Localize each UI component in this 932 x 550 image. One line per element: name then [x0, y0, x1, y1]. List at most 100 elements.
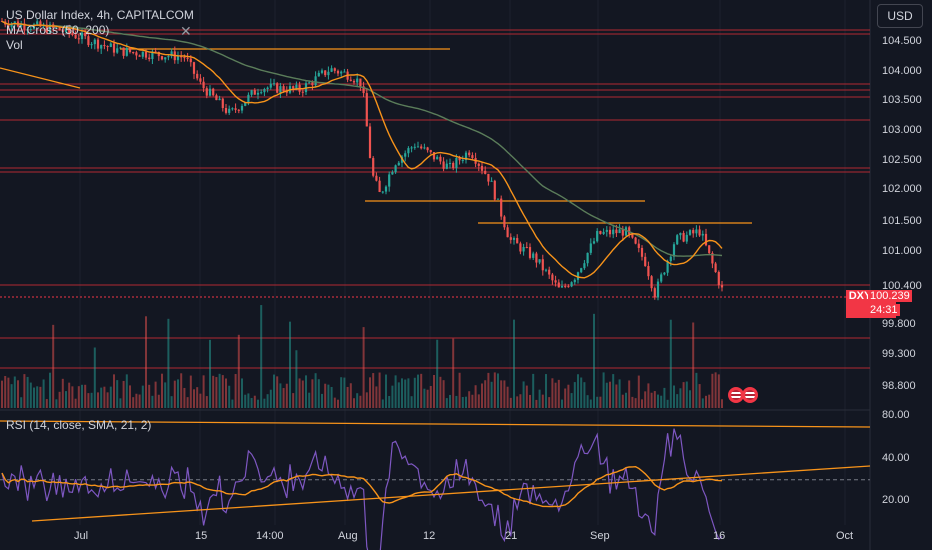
volume-bar — [589, 399, 592, 408]
volume-bar — [583, 382, 586, 408]
candle-body — [164, 57, 167, 60]
candle-body — [692, 230, 695, 234]
candle-body — [186, 57, 189, 59]
volume-bar — [458, 372, 461, 408]
volume-bar — [340, 377, 343, 408]
volume-bar — [289, 321, 291, 408]
candle-body — [116, 48, 119, 53]
candle-body — [493, 180, 496, 200]
candle-body — [471, 155, 474, 159]
candle-body — [615, 229, 618, 234]
volume-bar — [477, 394, 480, 408]
us-flag-icon[interactable] — [742, 387, 758, 403]
volume-bar — [634, 398, 637, 408]
candle-body — [157, 51, 160, 57]
volume-bar — [535, 399, 538, 408]
candle-body — [704, 233, 708, 246]
candle-body — [592, 241, 596, 244]
candle-body — [324, 70, 327, 76]
candle-body — [333, 68, 336, 71]
candle-body — [384, 186, 388, 192]
volume-bar — [433, 374, 435, 408]
candle-body — [215, 95, 218, 101]
candle-body — [106, 46, 109, 48]
volume-bar — [164, 382, 167, 408]
candle-body — [311, 82, 314, 86]
candle-body — [247, 94, 250, 103]
candle-body — [708, 245, 711, 254]
candle-body — [445, 163, 448, 169]
volume-bar — [151, 395, 154, 408]
volume-bar — [385, 374, 387, 408]
volume-bar — [337, 399, 339, 408]
candle-body — [663, 272, 666, 275]
candle-body — [109, 43, 112, 47]
volume-bar — [61, 378, 64, 408]
volume-bar — [461, 396, 464, 408]
volume-bar — [631, 396, 634, 408]
volume-bar — [612, 374, 615, 408]
candle-body — [586, 252, 589, 264]
candle-body — [199, 78, 202, 82]
volume-bar — [285, 383, 288, 408]
volume-bar — [666, 399, 669, 408]
volume-bar — [554, 382, 557, 408]
candle-body — [420, 146, 423, 149]
candle-body — [352, 80, 356, 83]
volume-bar — [103, 386, 106, 408]
candle-body — [141, 51, 144, 57]
volume-bar — [442, 380, 445, 408]
candle-body — [231, 108, 234, 110]
candle-body — [458, 157, 461, 161]
candle-body — [90, 44, 93, 46]
volume-bar — [29, 382, 32, 408]
candle-body — [192, 62, 196, 74]
currency-button[interactable]: USD — [877, 4, 923, 28]
candle-body — [320, 70, 324, 73]
volume-bar — [298, 378, 301, 408]
volume-bar — [721, 399, 723, 408]
volume-bar — [141, 385, 144, 408]
us-flag-icon[interactable] — [728, 387, 744, 403]
rsi-ma-line — [1, 465, 723, 508]
volume-bar — [490, 381, 493, 408]
volume-bar — [487, 372, 490, 408]
candle-body — [695, 229, 698, 234]
candle-body — [282, 86, 285, 92]
volume-bar — [577, 374, 579, 408]
volume-bar — [225, 378, 227, 408]
candle-body — [253, 90, 256, 95]
candle-body — [589, 243, 592, 253]
candle-body — [672, 244, 676, 257]
volume-bar — [4, 376, 7, 408]
candle-body — [637, 243, 640, 248]
volume-bar — [1, 380, 3, 408]
candle-body — [628, 227, 631, 235]
candle-body — [125, 48, 128, 56]
volume-bar — [557, 379, 560, 408]
volume-bar — [55, 399, 58, 408]
candle-body — [573, 279, 576, 283]
volume-bar — [39, 386, 42, 408]
volume-bar — [417, 374, 419, 408]
candle-body — [480, 165, 484, 171]
candle-body — [608, 229, 612, 235]
volume-bar — [650, 392, 653, 408]
candle-body — [676, 235, 679, 245]
volume-bar — [436, 339, 439, 408]
volume-bar — [388, 395, 391, 408]
volume-bar — [465, 396, 467, 408]
candle-body — [205, 88, 208, 96]
price-tick: 103.500 — [882, 94, 922, 106]
volume-bar — [481, 383, 483, 408]
price-tag-value: 100.239 — [868, 290, 912, 302]
volume-bar — [20, 397, 23, 408]
volume-bar — [170, 396, 173, 408]
candle-body — [570, 282, 573, 287]
volume-bar — [161, 373, 163, 408]
volume-bar — [49, 372, 51, 408]
volume-bar — [234, 374, 237, 408]
candle-body — [301, 91, 304, 93]
candle-body — [32, 24, 36, 29]
